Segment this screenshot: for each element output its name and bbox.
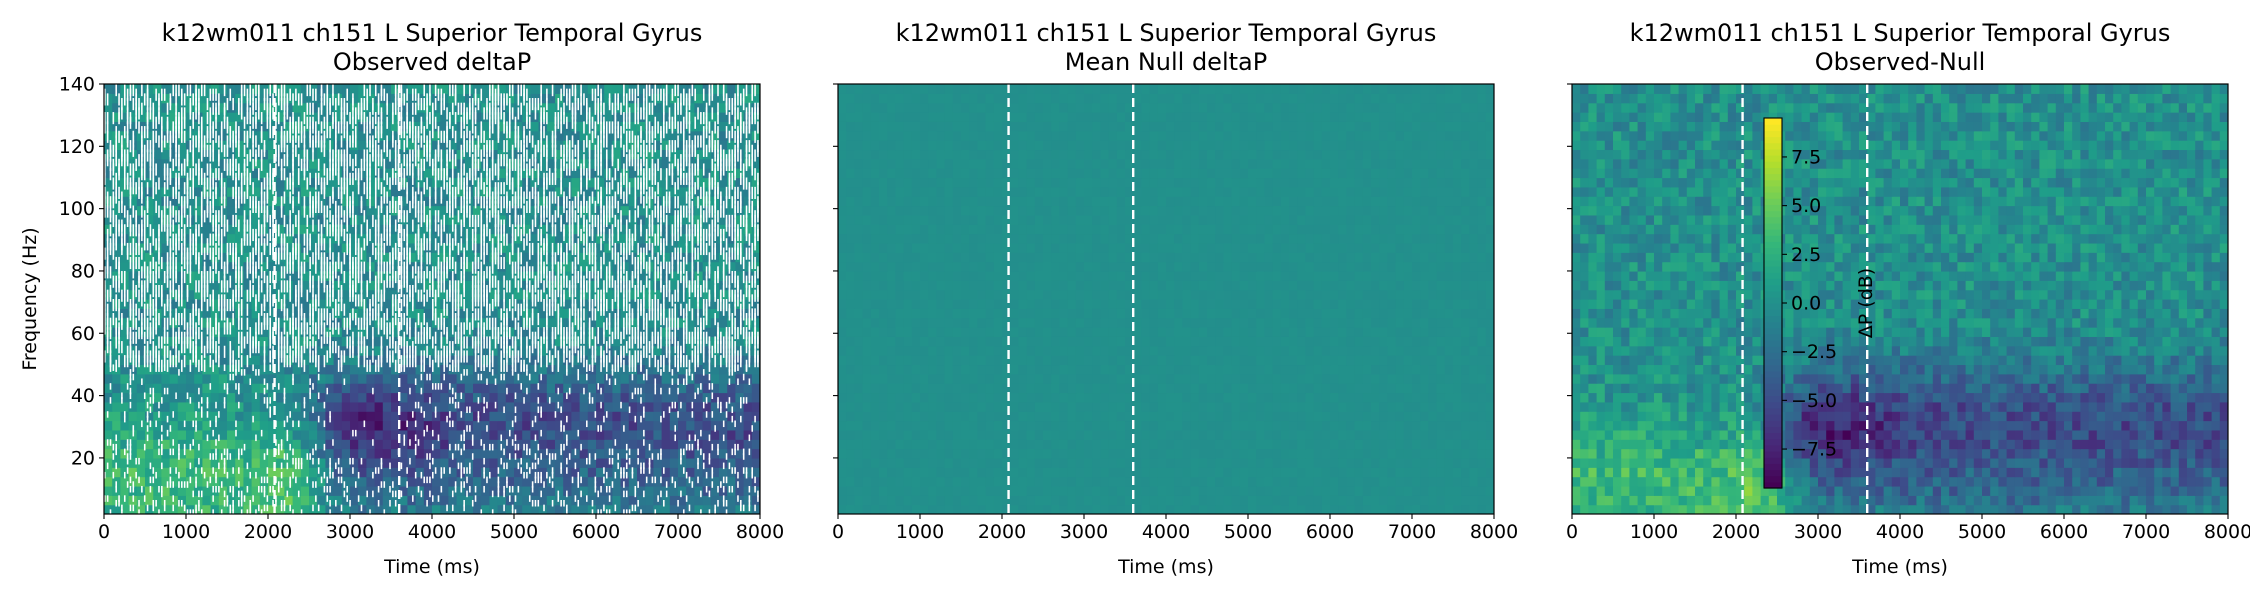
x-tick-label: 1000 [1630,521,1678,543]
panel-title: k12wm011 ch151 L Superior Temporal Gyrus [896,19,1437,47]
x-axis-label: Time (ms) [1117,556,1214,578]
x-tick-label: 4000 [1142,521,1190,543]
y-tick-label: 80 [71,260,95,282]
panel-1: 0 1000 2000 3000 4000 5000 6000 7000 8000 20 40 60 8… [19,19,784,578]
panel-subtitle: Mean Null deltaP [1065,48,1267,76]
colorbar-label: ΔP (dB) [1855,268,1877,338]
x-tick-label: 6000 [572,521,620,543]
x-tick-label: 0 [98,521,110,543]
colorbar-tick-label: 7.5 [1791,146,1821,168]
colorbar: −7.5 −5.0 −2.5 0.0 2.5 5.0 7.5 ΔP (dB) [1763,117,1877,489]
x-tick-label: 0 [1566,521,1578,543]
x-tick-label: 2000 [1712,521,1760,543]
y-tick-label: 120 [59,136,95,158]
y-tick-label: 20 [71,447,95,469]
x-tick-label: 7000 [2122,521,2170,543]
colorbar-tick-label: 2.5 [1791,244,1821,266]
x-axis-label: Time (ms) [1851,556,1948,578]
panel-title: k12wm011 ch151 L Superior Temporal Gyrus [1630,19,2171,47]
x-axis-label: Time (ms) [383,556,480,578]
x-tick-label: 8000 [736,521,784,543]
x-tick-label: 8000 [1470,521,1518,543]
x-tick-label: 4000 [1876,521,1924,543]
panel-subtitle: Observed-Null [1815,48,1986,76]
y-tick-label: 40 [71,385,95,407]
y-tick-label: 60 [71,323,95,345]
x-tick-label: 2000 [244,521,292,543]
x-tick-label: 1000 [896,521,944,543]
x-tick-label: 6000 [2040,521,2088,543]
heatmap-3 [1572,84,2228,514]
colorbar-tick-label: 0.0 [1791,293,1821,315]
y-axis-label: Frequency (Hz) [19,227,41,370]
x-tick-label: 2000 [978,521,1026,543]
colorbar-tick-label: −7.5 [1791,439,1837,461]
x-tick-label: 7000 [1388,521,1436,543]
x-tick-label: 5000 [490,521,538,543]
colorbar-tick-label: −2.5 [1791,341,1837,363]
x-tick-label: 4000 [408,521,456,543]
colorbar-tick-label: 5.0 [1791,195,1821,217]
panel-2: 0 1000 2000 3000 4000 5000 6000 7000 8000 Time (m… [832,19,1518,578]
y-tick-label: 100 [59,198,95,220]
x-tick-label: 0 [832,521,844,543]
x-tick-label: 3000 [1794,521,1842,543]
panel-3: 0 1000 2000 3000 4000 5000 6000 7000 8000 Time (m… [1566,19,2250,578]
panel-subtitle: Observed deltaP [333,48,531,76]
x-tick-label: 8000 [2204,521,2250,543]
x-tick-label: 3000 [326,521,374,543]
x-tick-label: 3000 [1060,521,1108,543]
x-tick-label: 5000 [1958,521,2006,543]
heatmap-2 [838,84,1494,514]
y-tick-label: 140 [59,74,95,96]
x-tick-label: 6000 [1306,521,1354,543]
significance-mask [104,84,759,514]
x-tick-label: 5000 [1224,521,1272,543]
colorbar-tick-label: −5.0 [1791,390,1837,412]
x-tick-label: 7000 [654,521,702,543]
x-tick-label: 1000 [162,521,210,543]
panel-title: k12wm011 ch151 L Superior Temporal Gyrus [162,19,703,47]
